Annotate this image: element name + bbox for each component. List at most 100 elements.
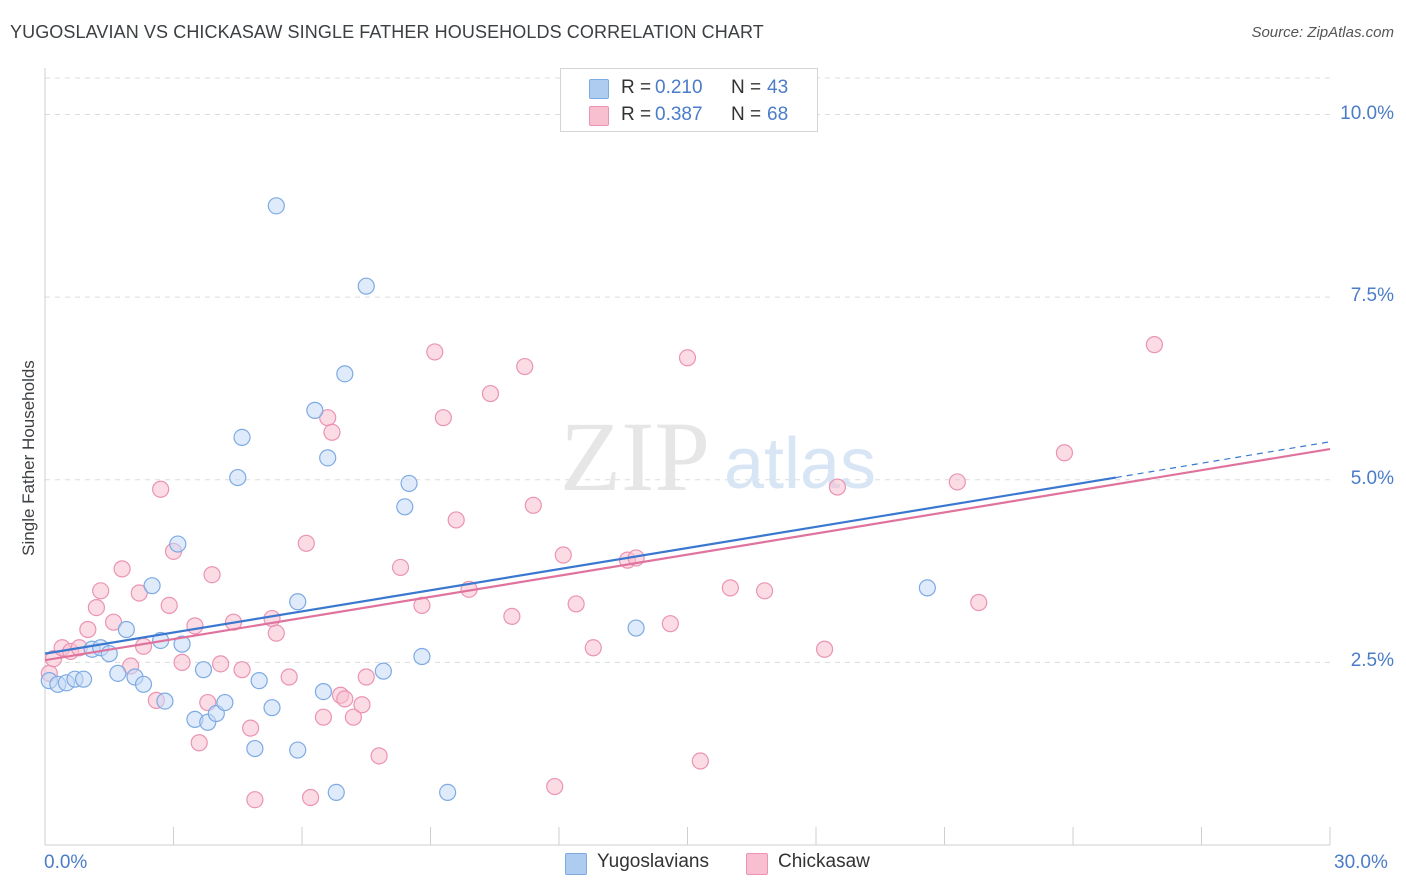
yugoslavians-point xyxy=(109,664,127,682)
chickasaw-point xyxy=(426,343,444,361)
chickasaw-point xyxy=(79,620,97,639)
axes xyxy=(44,68,1331,846)
chickasaw-point xyxy=(323,423,341,441)
legend-label-yugoslavians: Yugoslavians xyxy=(597,851,709,872)
chickasaw-point xyxy=(828,478,847,496)
chickasaw-point xyxy=(721,579,739,597)
chickasaw-point xyxy=(134,637,153,655)
yugoslavians-point xyxy=(439,783,457,802)
legend-label-chickasaw: Chickasaw xyxy=(778,851,870,872)
chickasaw-point xyxy=(970,593,988,612)
yugoslavians-point xyxy=(143,577,161,595)
y-tick-label: 7.5% xyxy=(1350,285,1394,307)
x-tick-label-min: 0.0% xyxy=(44,852,88,873)
series-yugoslavians-points xyxy=(40,197,936,802)
chickasaw-point xyxy=(815,640,834,658)
yugoslavians-point xyxy=(319,449,337,467)
chickasaw-point xyxy=(203,566,221,584)
yugoslavians-point xyxy=(263,699,281,717)
yugoslavians-point xyxy=(173,635,191,653)
chickasaw-point xyxy=(87,598,106,617)
yugoslavians-trend-extension xyxy=(1115,441,1331,479)
gridlines xyxy=(45,77,1330,663)
legend-swatch-chickasaw xyxy=(589,106,609,126)
yugoslavians-point xyxy=(306,401,324,419)
chickasaw-point xyxy=(370,747,388,765)
n-label: N = xyxy=(731,77,762,98)
yugoslavians-point xyxy=(117,620,135,639)
chart-title: YUGOSLAVIAN VS CHICKASAW SINGLE FATHER H… xyxy=(10,22,764,42)
stats-legend: R = 0.210 N = 43 R = 0.387 N = 68 xyxy=(560,68,818,132)
chickasaw-point xyxy=(113,560,131,578)
yugoslavians-point xyxy=(194,661,213,679)
yugoslavians-trend-line xyxy=(44,476,1117,655)
chickasaw-point xyxy=(755,582,774,600)
yugoslavians-point xyxy=(233,428,251,446)
chickasaw-point xyxy=(212,655,230,673)
chickasaw-point xyxy=(233,661,251,679)
chickasaw-point xyxy=(481,384,500,403)
chickasaw-point xyxy=(190,734,208,752)
chickasaw-point xyxy=(661,615,679,633)
watermark: ZIP atlas xyxy=(560,401,876,512)
x-tick-label-max: 30.0% xyxy=(1334,852,1388,873)
chickasaw-point xyxy=(344,708,362,726)
chickasaw-point xyxy=(280,668,298,686)
chickasaw-point xyxy=(186,617,204,635)
y-tick-label: 2.5% xyxy=(1350,650,1394,672)
chickasaw-point xyxy=(1145,336,1163,354)
watermark-atlas: atlas xyxy=(724,424,876,504)
yugoslavians-point xyxy=(400,474,418,493)
source-label: Source: ZipAtlas.com xyxy=(1251,24,1394,41)
yugoslavians-point xyxy=(627,619,645,637)
yugoslavians-point xyxy=(246,739,264,758)
chickasaw-point xyxy=(297,534,315,552)
chickasaw-point xyxy=(584,639,602,657)
yugoslavians-point xyxy=(918,579,936,597)
r-label: R = xyxy=(621,104,652,125)
y-tick-label: 10.0% xyxy=(1340,102,1394,124)
chickasaw-point xyxy=(242,719,260,737)
yugoslavians-point xyxy=(216,693,234,712)
legend-swatch-yugoslavians xyxy=(589,79,609,99)
yugoslavians-point xyxy=(357,277,375,295)
yugoslavians-point xyxy=(156,692,174,710)
chickasaw-point xyxy=(678,349,697,367)
yugoslavians-point xyxy=(396,498,414,516)
chickasaw-point xyxy=(434,409,452,427)
yugoslavians-point xyxy=(134,675,153,693)
chickasaw-point xyxy=(447,511,465,529)
chickasaw-point xyxy=(173,653,191,671)
chickasaw-point xyxy=(554,546,572,564)
n-label: N = xyxy=(731,104,762,125)
yugoslavians-point xyxy=(169,535,187,553)
chickasaw-point xyxy=(357,668,375,686)
n-value: 43 xyxy=(767,77,789,98)
yugoslavians-point xyxy=(289,593,307,611)
chickasaw-point xyxy=(546,777,564,796)
chickasaw-point xyxy=(503,607,521,625)
chickasaw-point xyxy=(516,357,534,376)
yugoslavians-point xyxy=(374,662,392,680)
yugoslavians-point xyxy=(327,783,345,802)
chickasaw-trend-line xyxy=(44,447,1331,662)
watermark-zip: ZIP xyxy=(560,401,710,512)
legend-swatch-yugoslavians xyxy=(565,853,587,875)
chickasaw-point xyxy=(691,752,709,770)
chickasaw-point xyxy=(524,496,542,514)
chickasaw-point xyxy=(567,595,585,613)
legend-swatch-chickasaw xyxy=(746,853,768,875)
chickasaw-point xyxy=(301,788,320,807)
yugoslavians-point xyxy=(229,468,247,487)
chickasaw-point xyxy=(336,690,354,708)
chickasaw-point xyxy=(160,596,178,615)
yugoslavians-point xyxy=(74,670,93,688)
chickasaw-point xyxy=(267,624,285,642)
chickasaw-point xyxy=(152,480,170,498)
chickasaw-point xyxy=(391,558,410,577)
yugoslavians-point xyxy=(314,682,333,701)
chickasaw-point xyxy=(353,696,371,714)
chickasaw-point xyxy=(1055,444,1074,462)
trend-lines xyxy=(44,441,1331,662)
